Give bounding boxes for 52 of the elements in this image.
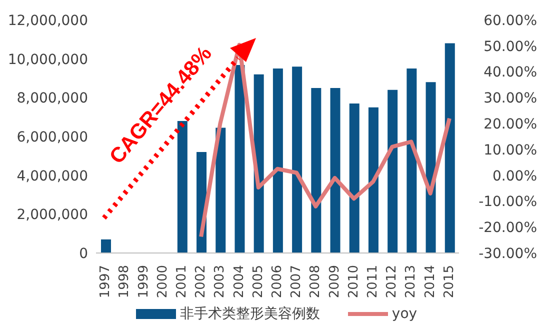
x-tick-label: 2008: [308, 265, 324, 298]
bar: [292, 66, 302, 253]
bar: [216, 128, 226, 253]
x-tick-label: 2004: [232, 265, 247, 298]
bar: [234, 65, 245, 253]
x-tick-label: 2010: [346, 265, 362, 298]
x-tick-label: 2015: [442, 265, 457, 298]
x-tick-label: 2005: [250, 265, 266, 298]
y-tick-label: 4,000,000: [16, 168, 88, 184]
bar: [101, 239, 111, 253]
bar: [426, 82, 436, 253]
y2-tick-label: 10.00%: [484, 142, 537, 158]
bar: [368, 107, 378, 253]
y2-tick-label: 0.00%: [492, 168, 537, 184]
y-tick-label: 2,000,000: [16, 207, 88, 224]
bar: [388, 90, 398, 253]
x-tick-label: 2001: [174, 265, 190, 298]
x-tick-label: 2011: [366, 265, 381, 298]
y-tick-label: 12,000,000: [8, 12, 88, 29]
bar: [330, 88, 340, 253]
bar: [272, 68, 283, 253]
y-tick-label: 10,000,000: [8, 52, 88, 68]
y2-tick-label: 50.00%: [484, 38, 537, 55]
x-tick-label: 2014: [422, 265, 438, 298]
x-tick-label: 2006: [270, 265, 285, 298]
bar: [406, 68, 417, 253]
x-tick-label: 2013: [404, 265, 419, 298]
legend-label: yoy: [392, 306, 418, 322]
x-tick-label: 1999: [136, 265, 152, 298]
y-tick-label: 6,000,000: [16, 129, 88, 146]
x-tick-label: 2009: [327, 265, 342, 298]
bar: [349, 103, 360, 253]
y2-tick-label: 30.00%: [484, 90, 537, 107]
y2-tick-label: -30.00%: [478, 246, 537, 262]
y-tick-label: 0: [79, 246, 88, 262]
x-tick-label: 2002: [194, 265, 209, 298]
y2-tick-label: 40.00%: [484, 64, 537, 81]
x-tick-label: 2003: [212, 265, 228, 298]
y2-tick-label: -20.00%: [478, 220, 537, 236]
bar: [311, 88, 322, 253]
x-tick-label: 2007: [289, 265, 304, 298]
x-tick-label: 2000: [155, 265, 170, 298]
y2-tick-label: 60.00%: [484, 12, 537, 29]
y2-tick-label: -10.00%: [478, 194, 537, 210]
x-tick-label: 1998: [117, 265, 132, 298]
bar: [254, 74, 264, 253]
x-tick-label: 1997: [98, 265, 114, 298]
bar: [444, 43, 455, 253]
legend-label: 非手术类整形美容例数: [180, 305, 320, 323]
x-tick-label: 2012: [384, 265, 400, 298]
y2-tick-label: 20.00%: [484, 116, 537, 133]
y-tick-label: 8,000,000: [16, 90, 88, 107]
